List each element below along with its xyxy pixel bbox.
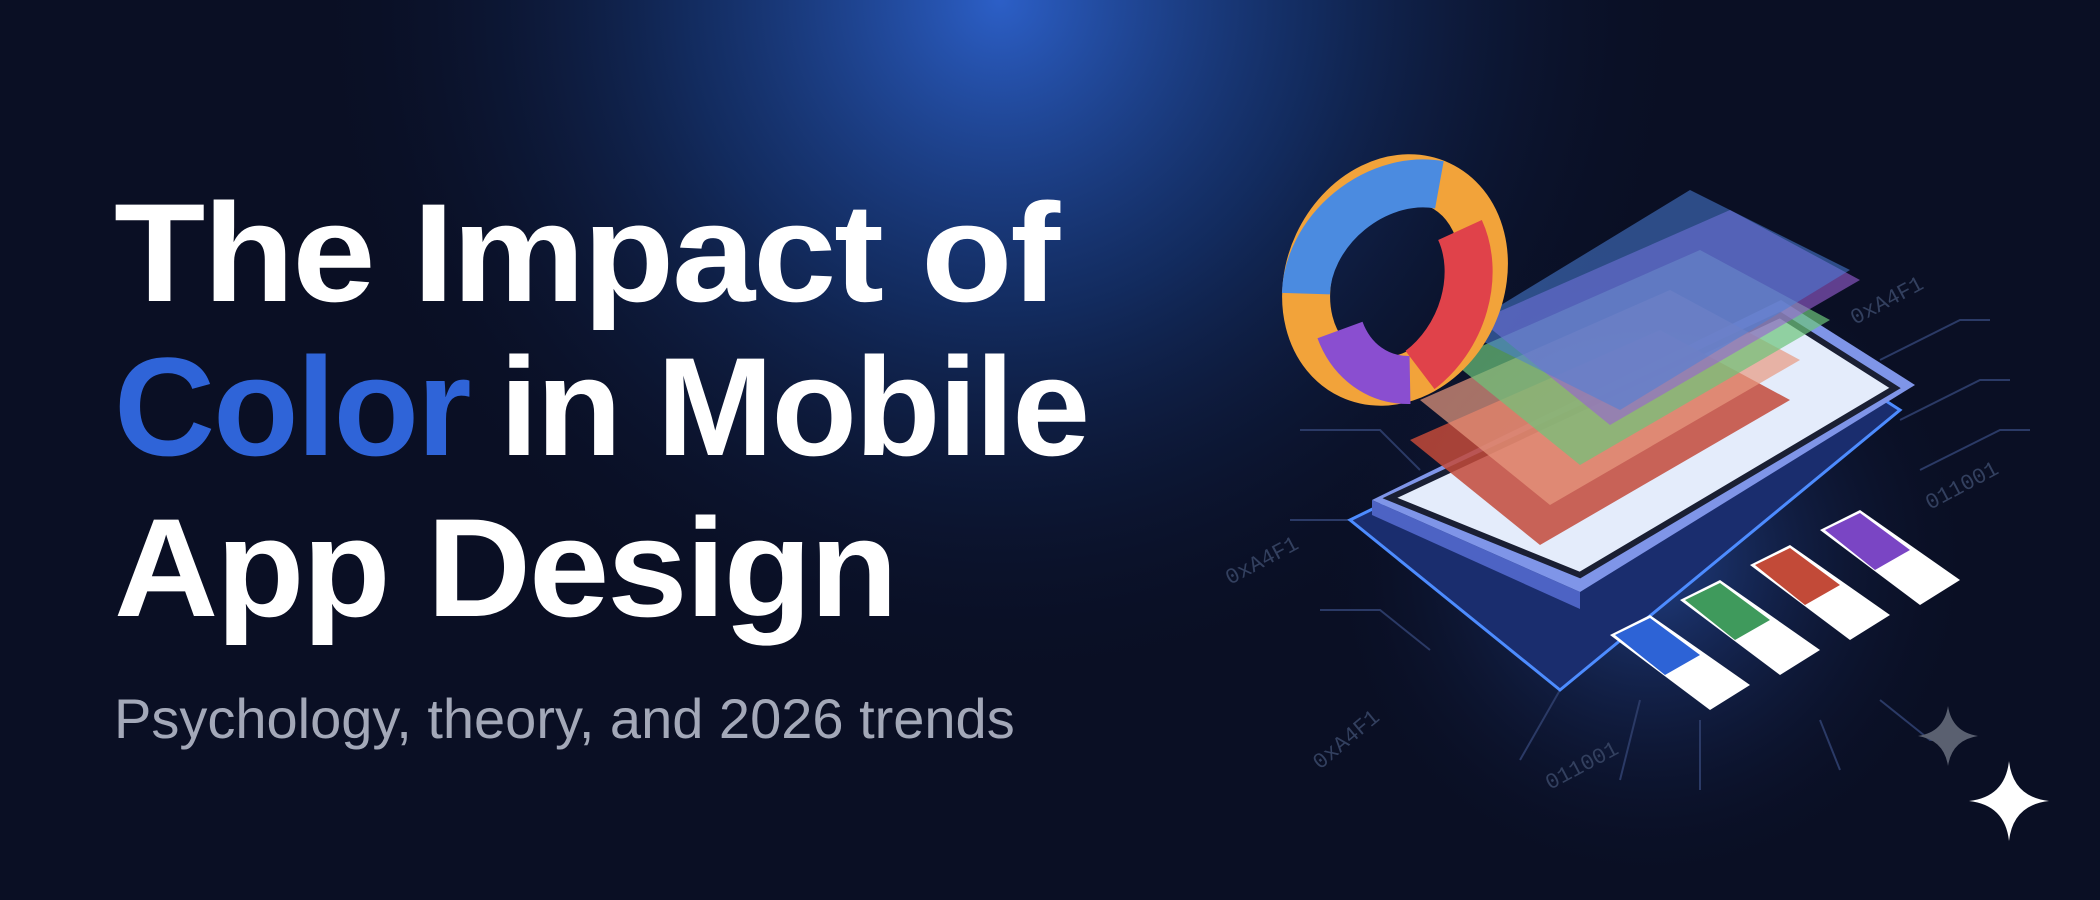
sparkle: [1969, 761, 2049, 841]
swatch: [1615, 618, 1700, 675]
title-line: Color in Mobile: [114, 328, 1088, 485]
subtitle: Psychology, theory, and 2026 trends: [114, 687, 1015, 750]
swatch: [1685, 583, 1770, 640]
title-line: App Design: [114, 489, 896, 646]
wheel-segment: [1404, 220, 1493, 390]
title-highlight: Color: [114, 328, 470, 485]
layer: [1460, 190, 1850, 410]
color-wheel: [1281, 154, 1508, 406]
phone-side: [1372, 500, 1580, 609]
swatch: [1755, 548, 1840, 605]
swatch: [1825, 513, 1910, 570]
sparkle: [1918, 706, 1978, 766]
title-line: The Impact of: [114, 174, 1061, 331]
swatches: [1610, 510, 1960, 710]
title-text: in Mobile: [500, 328, 1089, 485]
wheel-segment: [1317, 320, 1411, 404]
wheel-segment: [1281, 159, 1444, 296]
phone: [1347, 190, 1915, 692]
